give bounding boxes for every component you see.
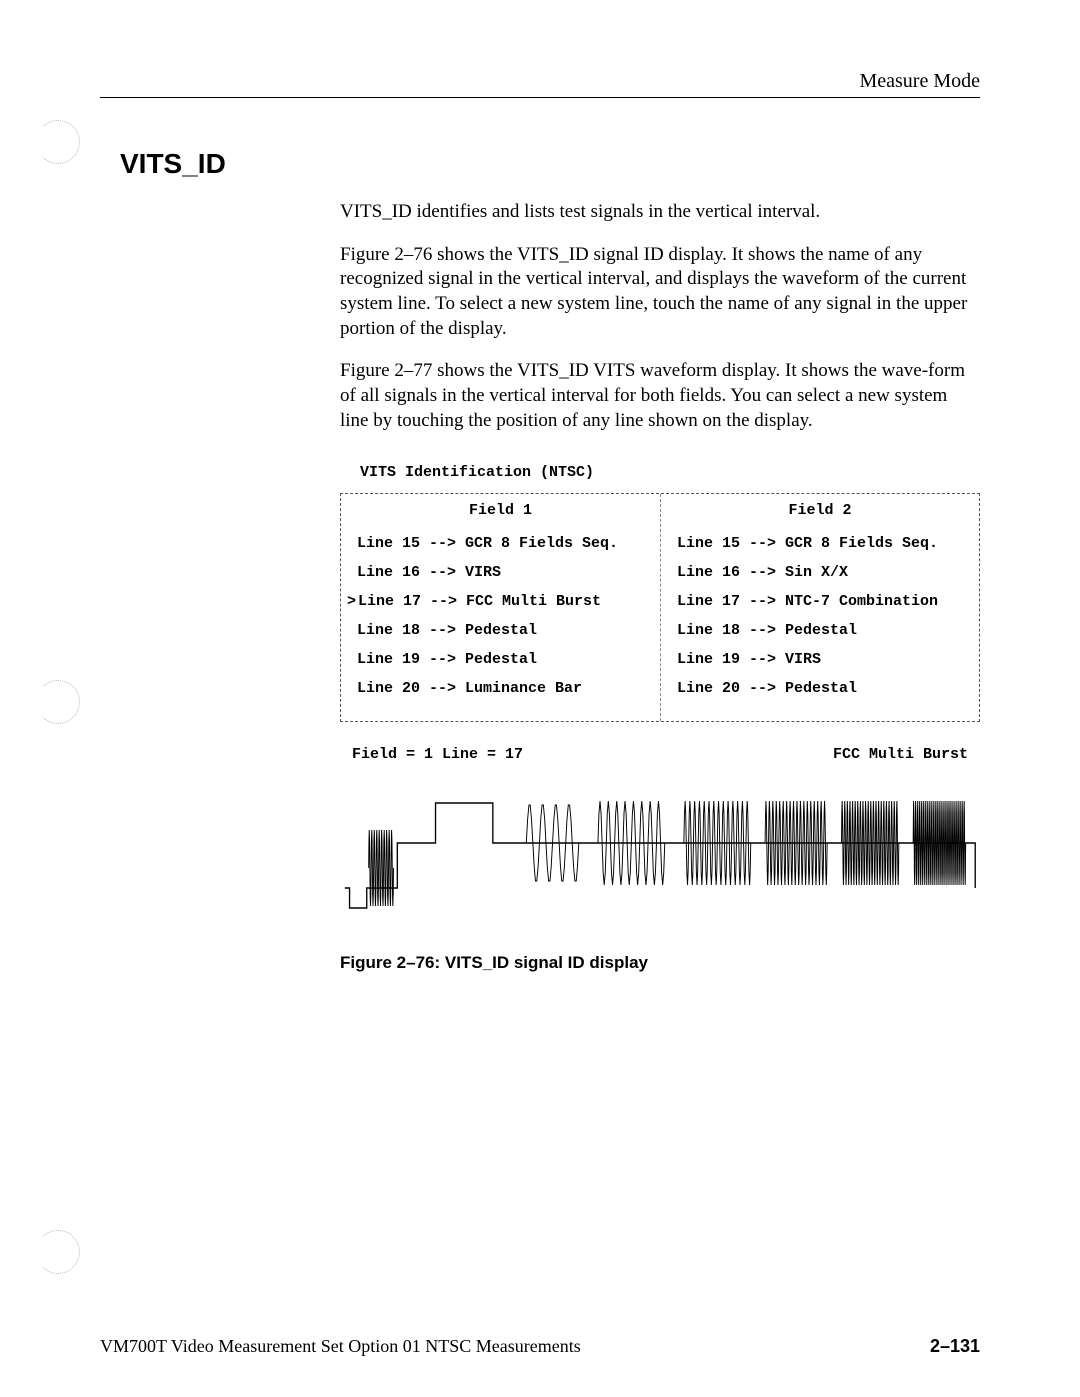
binder-hole	[36, 1230, 80, 1274]
signal-line[interactable]: Line 16 --> VIRS	[357, 564, 650, 581]
paragraph: VITS_ID identifies and lists test signal…	[340, 200, 980, 225]
paragraph: Figure 2–77 shows the VITS_ID VITS wavef…	[340, 359, 980, 433]
signal-line[interactable]: Line 15 --> GCR 8 Fields Seq.	[357, 535, 650, 552]
binder-hole	[36, 120, 80, 164]
signal-table: Field 1 Line 15 --> GCR 8 Fields Seq. Lin…	[340, 493, 980, 722]
screen-title: VITS Identification (NTSC)	[360, 464, 980, 481]
field1-header: Field 1	[351, 502, 650, 519]
footer-page-number: 2–131	[930, 1336, 980, 1357]
signal-line[interactable]: Line 17 --> NTC-7 Combination	[677, 593, 969, 610]
status-right: FCC Multi Burst	[833, 746, 968, 763]
status-row: Field = 1 Line = 17 FCC Multi Burst	[340, 746, 980, 763]
header-section-label: Measure Mode	[100, 70, 980, 93]
signal-line[interactable]: Line 15 --> GCR 8 Fields Seq.	[677, 535, 969, 552]
field2-column: Field 2 Line 15 --> GCR 8 Fields Seq. Lin…	[660, 494, 979, 721]
status-left: Field = 1 Line = 17	[352, 746, 523, 763]
signal-line[interactable]: Line 18 --> Pedestal	[357, 622, 650, 639]
figure-block: VITS Identification (NTSC) Field 1 Line …	[340, 464, 980, 973]
figure-caption: Figure 2–76: VITS_ID signal ID display	[340, 953, 980, 973]
binder-hole	[36, 680, 80, 724]
footer-doc-title: VM700T Video Measurement Set Option 01 N…	[100, 1336, 581, 1357]
signal-line[interactable]: Line 17 --> FCC Multi Burst	[357, 593, 650, 610]
field1-column: Field 1 Line 15 --> GCR 8 Fields Seq. Lin…	[341, 494, 660, 721]
signal-line[interactable]: Line 19 --> VIRS	[677, 651, 969, 668]
signal-line[interactable]: Line 16 --> Sin X/X	[677, 564, 969, 581]
signal-line[interactable]: Line 19 --> Pedestal	[357, 651, 650, 668]
paragraph: Figure 2–76 shows the VITS_ID signal ID …	[340, 243, 980, 342]
field2-header: Field 2	[671, 502, 969, 519]
page-footer: VM700T Video Measurement Set Option 01 N…	[100, 1336, 980, 1357]
header-rule	[100, 97, 980, 98]
body-text: VITS_ID identifies and lists test signal…	[340, 200, 980, 434]
waveform-display	[340, 773, 980, 923]
page: Measure Mode VITS_ID VITS_ID identifies …	[0, 0, 1080, 1397]
signal-line[interactable]: Line 18 --> Pedestal	[677, 622, 969, 639]
signal-line[interactable]: Line 20 --> Pedestal	[677, 680, 969, 697]
signal-line[interactable]: Line 20 --> Luminance Bar	[357, 680, 650, 697]
section-title: VITS_ID	[120, 148, 980, 180]
